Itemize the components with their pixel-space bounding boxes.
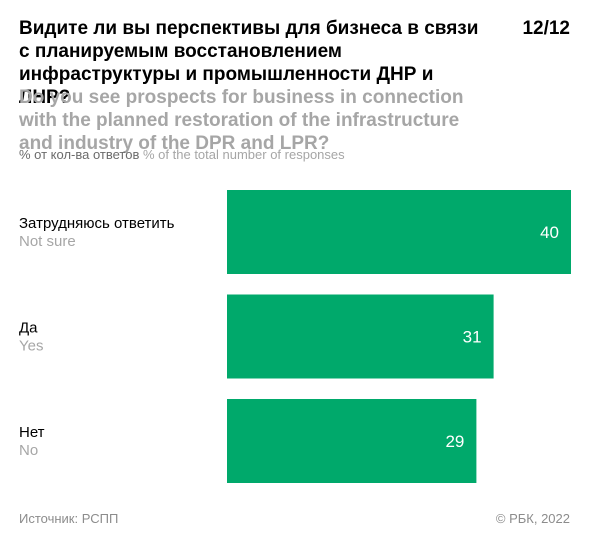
category-label-ru: Нет bbox=[19, 424, 45, 441]
chart-title-ru: Видите ли вы перспективы для бизнеса в с… bbox=[19, 18, 479, 108]
chart-title-en: Do you see prospects for business in con… bbox=[19, 87, 464, 154]
category-label-en: No bbox=[19, 442, 38, 459]
category-label-en: Not sure bbox=[19, 233, 76, 250]
bar bbox=[227, 190, 571, 274]
data-label: 40 bbox=[540, 223, 559, 242]
category-label-en: Yes bbox=[19, 338, 43, 355]
units-ru: % от кол-ва ответов bbox=[19, 147, 140, 162]
source-note: Источник: РСПП bbox=[19, 511, 119, 526]
bar bbox=[227, 294, 494, 379]
bar bbox=[227, 399, 477, 483]
footer: Источник: РСПП © РБК, 2022 bbox=[19, 511, 570, 527]
data-label: 31 bbox=[463, 328, 482, 347]
units-en: % of the total number of responses bbox=[143, 147, 345, 162]
category-label-ru: Да bbox=[19, 320, 38, 337]
category-label-ru: Затрудняюсь ответить bbox=[19, 215, 175, 232]
data-label: 29 bbox=[445, 432, 464, 451]
page-indicator: 12/12 bbox=[522, 18, 570, 39]
copyright: © РБК, 2022 bbox=[495, 511, 570, 526]
units-note: % от кол-ва ответов % of the total numbe… bbox=[19, 147, 345, 163]
